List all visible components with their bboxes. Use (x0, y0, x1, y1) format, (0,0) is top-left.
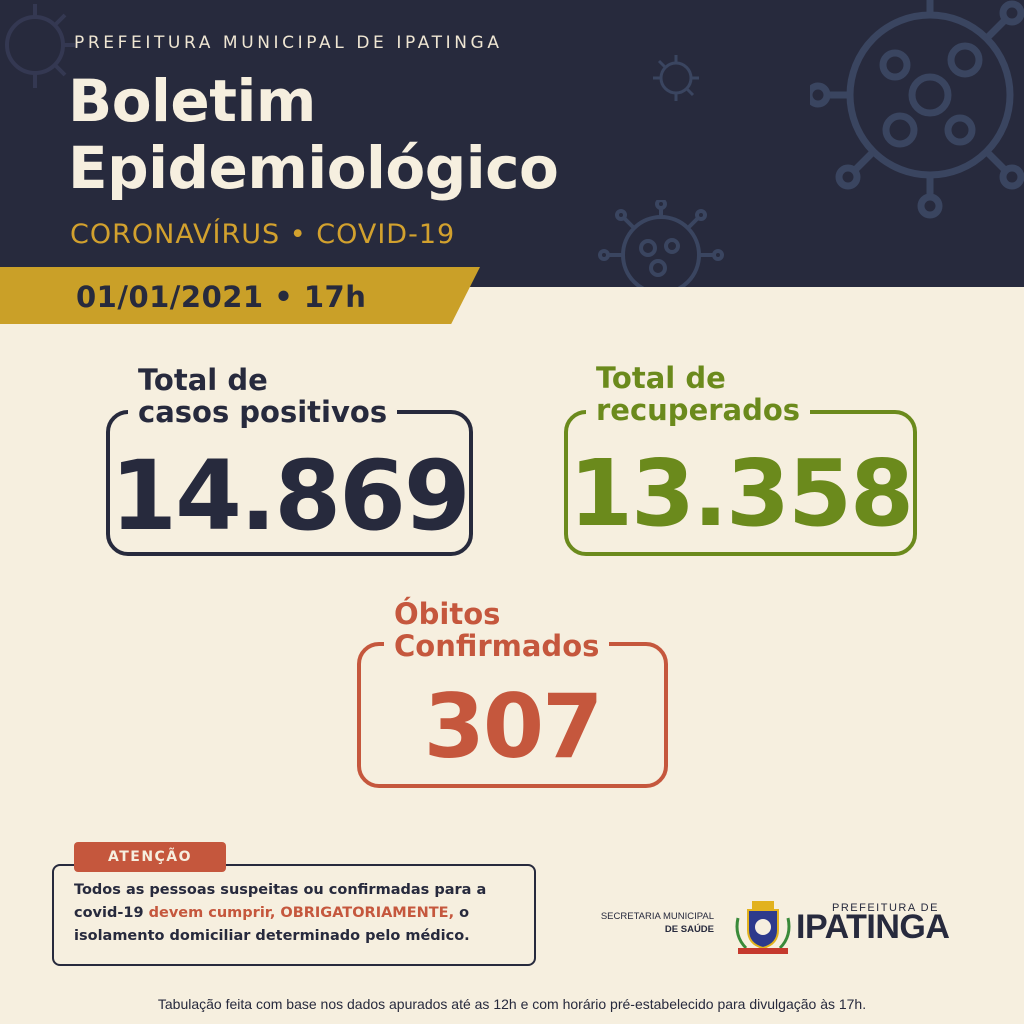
virus-icon (810, 0, 1024, 219)
attention-tag: ATENÇÃO (74, 842, 226, 872)
date-band (0, 267, 480, 324)
positive-cases-label: Total de casos positivos (128, 363, 398, 429)
recovered-label: Total de recuperados (586, 361, 811, 427)
attention-text-part-1: Todos as pessoas suspeitas ou confirmada… (74, 882, 487, 921)
city-crest-icon (735, 901, 791, 954)
prefeitura-logo-text: IPATINGA (796, 908, 950, 946)
deaths-label: Óbitos Confirmados (384, 597, 610, 663)
positive-label-line-1: Total de (138, 363, 268, 397)
virus-icon (653, 55, 699, 101)
page-title: Boletim Epidemiológico (68, 67, 559, 202)
deaths-label-line-1: Óbitos (394, 597, 501, 631)
secretaria-line-1: SECRETARIA MUNICIPAL (600, 911, 714, 922)
attention-text-part-3: o isolamento domiciliar determinado pelo… (74, 905, 470, 944)
positive-label-line-2: casos positivos (138, 395, 388, 429)
bulletin-date: 01/01/2021 • 17h (76, 280, 367, 314)
recovered-value: 13.358 (568, 440, 914, 547)
recovered-label-line-2: recuperados (596, 393, 801, 427)
secretaria-line-2: DE SAÚDE (664, 924, 714, 935)
recovered-label-line-1: Total de (596, 361, 726, 395)
footer-note: Tabulação feita com base nos dados apura… (157, 996, 867, 1012)
attention-box (52, 864, 536, 966)
virus-icon (598, 200, 724, 287)
positive-cases-value: 14.869 (110, 440, 470, 552)
prefeitura-small-label: PREFEITURA DE (832, 902, 939, 914)
attention-text: Todos as pessoas suspeitas ou confirmada… (74, 879, 524, 948)
subtitle: CORONAVÍRUS • COVID-19 (70, 219, 456, 250)
deaths-value: 307 (423, 675, 604, 778)
header-banner (0, 0, 1024, 287)
title-line-1: Boletim (68, 67, 316, 135)
virus-icon (5, 4, 78, 88)
deaths-label-line-2: Confirmados (394, 629, 600, 663)
attention-text-highlight: devem cumprir, OBRIGATORIAMENTE, (148, 905, 455, 921)
title-line-2: Epidemiológico (68, 134, 559, 202)
secretaria-label: SECRETARIA MUNICIPAL DE SAÚDE (582, 910, 714, 936)
organization-name: PREFEITURA MUNICIPAL DE IPATINGA (74, 33, 503, 53)
